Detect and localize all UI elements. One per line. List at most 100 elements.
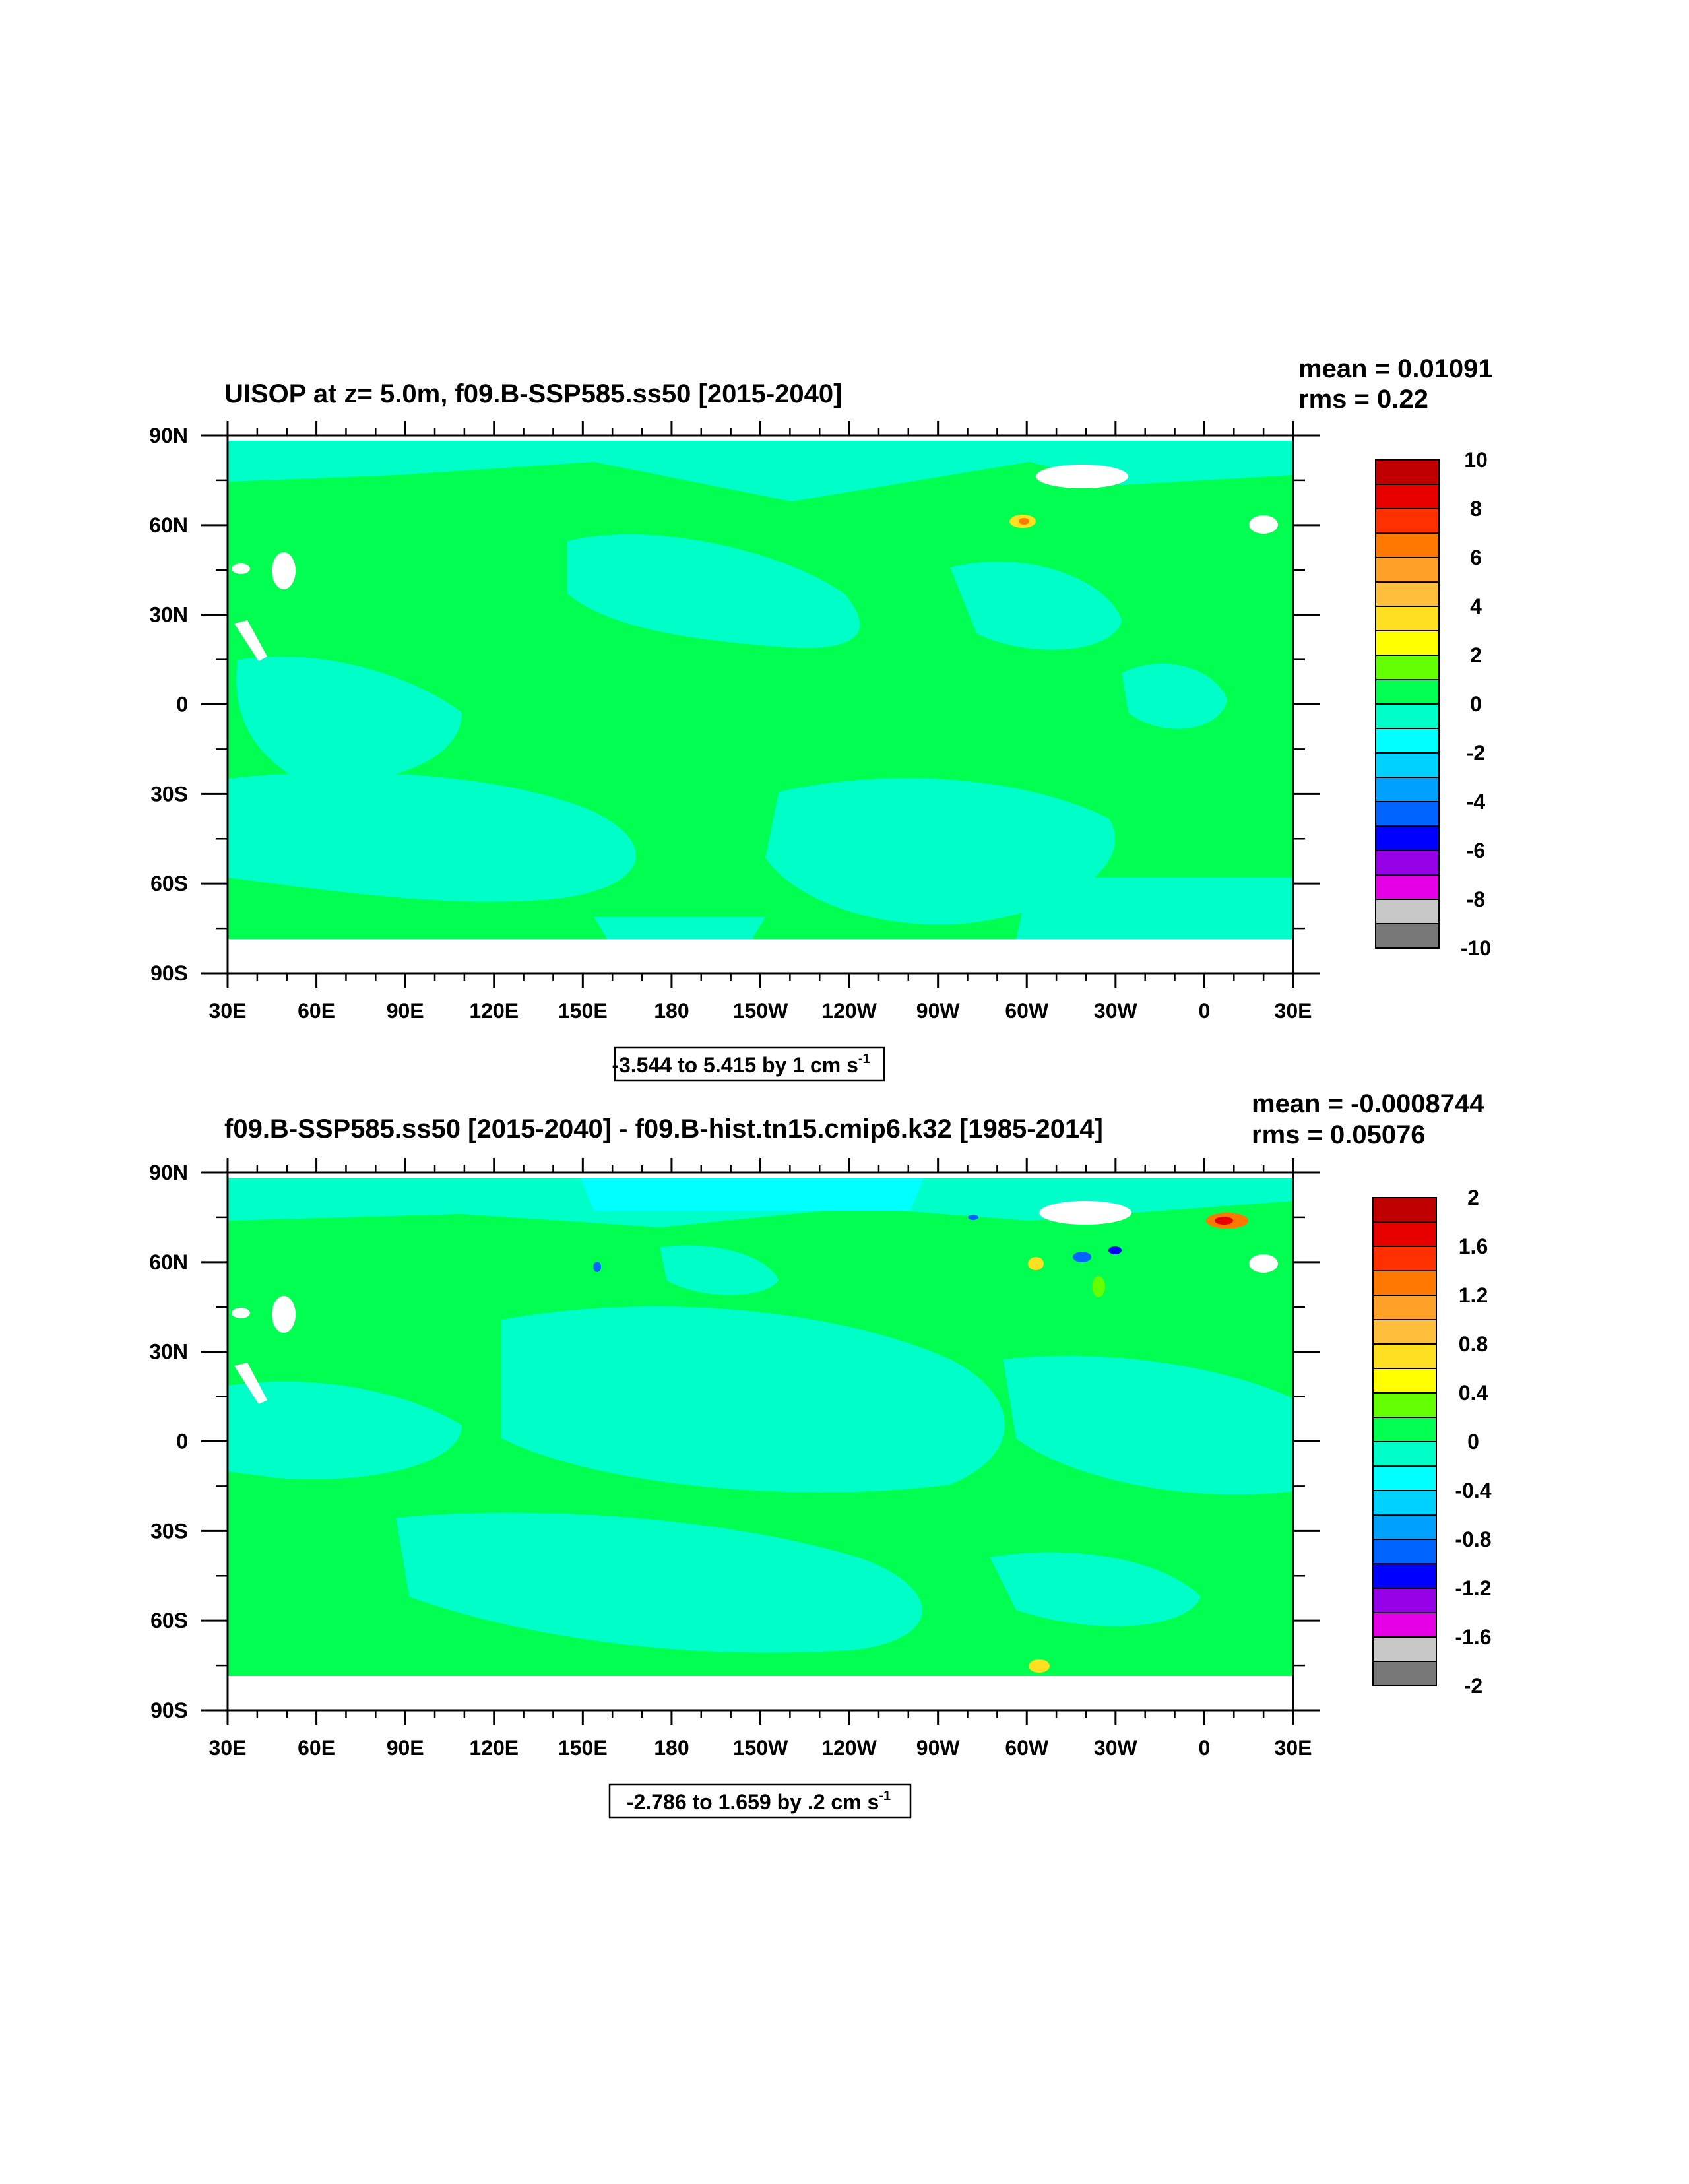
x-tick-label: 150W [733,1736,788,1760]
panel-2-ticks: 30E 60E 90E 120E 150E 180 150W 120W 90W 60W 30W 0 30… [149,1158,1320,1760]
panel-2-negative-region [396,1512,922,1653]
colorbar-box [1375,874,1440,900]
colorbar-box [1372,1343,1437,1369]
colorbar-label: 8 [1470,497,1482,521]
panel-1-negative-region [228,441,1293,501]
panel-2: f09.B-SSP585.ss50 [2015-2040] - f09.B-hi… [149,1089,1492,1819]
colorbar-box [1372,1246,1437,1271]
x-tick-label: 30E [1275,1736,1312,1760]
panel-1-negative-region [228,772,637,902]
y-tick-label: 30S [150,782,188,806]
panel-2-positive-anomaly [1029,1659,1050,1673]
panel-2-land-mask [272,1296,296,1333]
colorbar-box [1372,1612,1437,1638]
colorbar-box [1375,630,1440,656]
panel-2-positive-anomaly [1215,1217,1233,1225]
panel-1-negative-region [236,656,462,783]
panel-1-range-label: -3.544 to 5.415 by 1 cm s-1 [612,1052,870,1077]
panel-2-land-mask [232,1308,250,1318]
y-tick-label: 30S [150,1519,188,1543]
panel-1-positive-anomaly [1019,518,1029,525]
panel-2-mean: mean = -0.0008744 [1252,1089,1484,1118]
panel-2-land-mask [1249,1254,1278,1273]
colorbar-box [1375,679,1440,705]
x-tick-label: 120W [821,1736,877,1760]
colorbar-label: 0 [1467,1430,1479,1454]
panel-2-negative-anomaly [593,1262,601,1272]
panel-2-negative-region [581,1178,924,1211]
x-tick-label: 30W [1094,1736,1138,1760]
colorbar-box [1375,777,1440,802]
colorbar-box [1375,606,1440,631]
colorbar-box [1375,459,1440,485]
x-tick-label: 120E [469,1736,519,1760]
panel-1-land-mask [232,563,250,574]
colorbar-label: -6 [1467,839,1485,862]
colorbar-box [1372,1270,1437,1296]
panel-2-negative-anomaly [1108,1246,1122,1254]
colorbar-label: 4 [1470,594,1482,618]
colorbar-box [1372,1392,1437,1418]
colorbar-label: 10 [1464,448,1488,472]
x-tick-label: 60W [1005,999,1049,1023]
x-tick-label: 0 [1199,999,1211,1023]
y-tick-label: 0 [176,1430,188,1454]
x-tick-label: 120E [469,999,519,1023]
colorbar-box [1375,484,1440,509]
colorbar-box [1372,1465,1437,1491]
panel-2-negative-anomaly [968,1215,978,1220]
x-tick-label: 30W [1094,999,1138,1023]
x-tick-label: 60E [298,999,335,1023]
colorbar-box [1375,728,1440,754]
panel-2-land-mask [1039,1201,1131,1225]
colorbar-label: 1.2 [1459,1283,1488,1307]
y-tick-label: 30N [149,1340,188,1364]
colorbar-box [1375,655,1440,680]
colorbar-label: 0.4 [1459,1381,1488,1405]
panel-2-map [228,1178,1293,1710]
x-tick-label: 60E [298,1736,335,1760]
panel-2-negative-region [660,1245,779,1295]
x-tick-label: 150E [558,999,608,1023]
panel-2-rms: rms = 0.05076 [1252,1120,1426,1149]
colorbar-label: -0.4 [1455,1479,1491,1502]
colorbar-label: -8 [1467,887,1485,911]
y-tick-label: 90S [150,961,188,985]
panel-1-rms: rms = 0.22 [1298,385,1428,414]
panel-2-land-mask [234,1363,267,1404]
x-tick-label: 150W [733,999,788,1023]
panel-2-range-box: -2.786 to 1.659 by .2 cm s-1 [608,1783,912,1819]
panel-2-negative-anomaly [1073,1252,1091,1262]
colorbar-box [1372,1514,1437,1540]
y-tick-label: 60S [150,872,188,895]
panel-1-colorbar: 10 8 6 4 2 0 -2 -4 -6 -8 -10 [1375,448,1491,960]
panel-2-title: f09.B-SSP585.ss50 [2015-2040] - f09.B-hi… [224,1114,1103,1143]
y-tick-label: 60N [149,513,188,537]
colorbar-box [1375,825,1440,851]
x-tick-label: 120W [821,999,877,1023]
colorbar-label: -2 [1464,1674,1482,1698]
panel-1-range-text: -3.544 to 5.415 by 1 cm s [612,1053,858,1077]
y-tick-label: 60N [149,1250,188,1274]
y-tick-label: 30N [149,603,188,627]
x-tick-label: 30E [209,999,247,1023]
panel-1-map [228,441,1293,973]
panel-1: UISOP at z= 5.0m, f09.B-SSP585.ss50 [201… [149,354,1493,1082]
colorbar-box [1375,508,1440,534]
x-tick-label: 150E [558,1736,608,1760]
panel-2-colorbar: 2 1.6 1.2 0.8 0.4 0 -0.4 -0.8 -1.2 -1.6 -2 [1372,1186,1492,1698]
panel-1-range-frame [614,1046,885,1082]
x-tick-label: 90W [916,999,961,1023]
colorbar-box [1372,1368,1437,1394]
colorbar-box [1375,801,1440,827]
panel-2-positive-anomaly [1028,1257,1044,1270]
colorbar-box [1372,1197,1437,1223]
panel-1-negative-region [567,534,860,648]
colorbar-box [1372,1221,1437,1247]
panel-1-range-box: -3.544 to 5.415 by 1 cm s-1 [612,1046,885,1082]
x-tick-label: 30E [209,1736,247,1760]
y-tick-label: 90S [150,1698,188,1722]
colorbar-label: -2 [1467,741,1485,765]
panel-1-land-mask [234,620,267,661]
